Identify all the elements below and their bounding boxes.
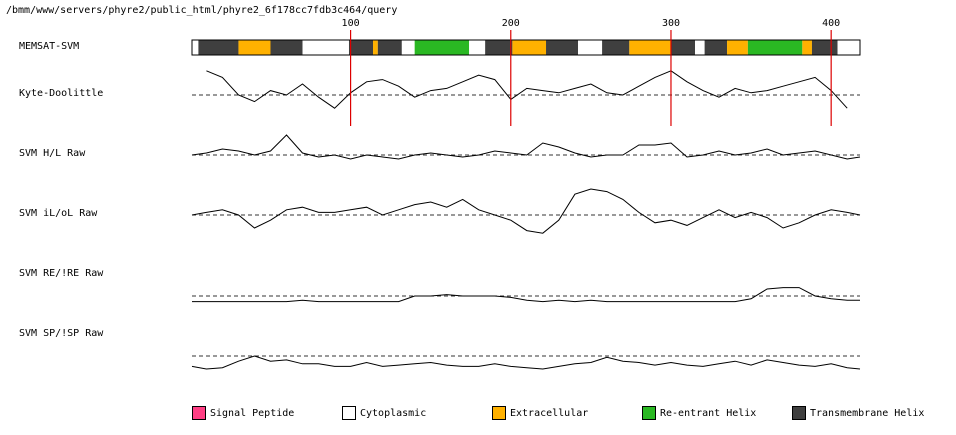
memsat-segment-extracellular [629, 40, 671, 55]
track-label-svm-re-raw: SVM RE/!RE Raw [19, 268, 104, 279]
memsat-segment-cytoplasmic [302, 40, 349, 55]
legend-swatch-reentrant-helix [642, 406, 656, 420]
legend-transmembrane-helix: Transmembrane Helix [792, 405, 924, 421]
legend-label-cytoplasmic: Cytoplasmic [360, 407, 427, 419]
memsat-segment-extracellular [802, 40, 812, 55]
memsat-topology-bar [191, 39, 861, 56]
legend-extracellular: Extracellular [492, 405, 588, 421]
position-markers: 100 200 300 400 [342, 18, 840, 126]
series-line [192, 287, 860, 303]
position-tick-label: 100 [342, 18, 360, 29]
memsat-segment-transmembrane [546, 40, 579, 55]
series-line [206, 70, 848, 109]
memsat-segment-reentrant [414, 40, 470, 55]
memsat-segment-extracellular [512, 40, 547, 55]
position-tick-label: 300 [662, 18, 680, 29]
memsat-segment-transmembrane [377, 40, 402, 55]
memsat-segment-cytoplasmic [401, 40, 415, 55]
memsat-segment-extracellular [238, 40, 271, 55]
memsat-segment-cytoplasmic [578, 40, 603, 55]
legend-label-reentrant-helix: Re-entrant Helix [660, 407, 757, 419]
memsat-segment-transmembrane [485, 40, 513, 55]
legend-swatch-extracellular [492, 406, 506, 420]
query-path-title: /bmm/www/servers/phyre2/public_html/phyr… [6, 5, 398, 16]
legend-label-extracellular: Extracellular [510, 407, 589, 419]
legend-cytoplasmic: Cytoplasmic [342, 405, 426, 421]
series-line [191, 134, 861, 160]
legend-label-signal-peptide: Signal Peptide [210, 407, 295, 419]
memsat-segment-cytoplasmic [192, 40, 199, 55]
memsat-segment-cytoplasmic [837, 40, 860, 55]
track-label-memsat-svm: MEMSAT-SVM [19, 41, 80, 52]
position-tick-label: 200 [502, 18, 520, 29]
track-label-svm-iloil-raw: SVM iL/oL Raw [19, 208, 98, 219]
memsat-segment-transmembrane [704, 40, 728, 55]
memsat-segment-transmembrane [602, 40, 630, 55]
memsat-segment-extracellular [373, 40, 378, 55]
legend-reentrant-helix: Re-entrant Helix [642, 405, 756, 421]
memsat-segment-transmembrane [198, 40, 239, 55]
memsat-segment-transmembrane [811, 40, 838, 55]
legend-label-transmembrane-helix: Transmembrane Helix [810, 407, 925, 419]
track-label-svm-sp-raw: SVM SP/!SP Raw [19, 328, 104, 339]
memsat-segment-transmembrane [670, 40, 696, 55]
memsat-segment-transmembrane [348, 40, 374, 55]
track-label-kyte-doolittle: Kyte-Doolittle [19, 88, 104, 99]
legend-swatch-transmembrane-helix [792, 406, 806, 420]
legend-swatch-signal-peptide [192, 406, 206, 420]
memsat-segment-transmembrane [270, 40, 303, 55]
memsat-segment-reentrant [747, 40, 803, 55]
track-label-svm-hl-raw: SVM H/L Raw [19, 148, 86, 159]
series-line [191, 355, 861, 370]
memsat-bar-outline [191, 39, 861, 56]
memsat-segment-cytoplasmic [469, 40, 486, 55]
profile-tracks [191, 70, 861, 370]
memsat-segment-cytoplasmic [695, 40, 705, 55]
legend-swatch-cytoplasmic [342, 406, 356, 420]
legend-signal-peptide: Signal Peptide [192, 405, 294, 421]
memsat-segment-extracellular [727, 40, 748, 55]
position-tick-label: 400 [822, 18, 840, 29]
series-line [191, 188, 861, 234]
